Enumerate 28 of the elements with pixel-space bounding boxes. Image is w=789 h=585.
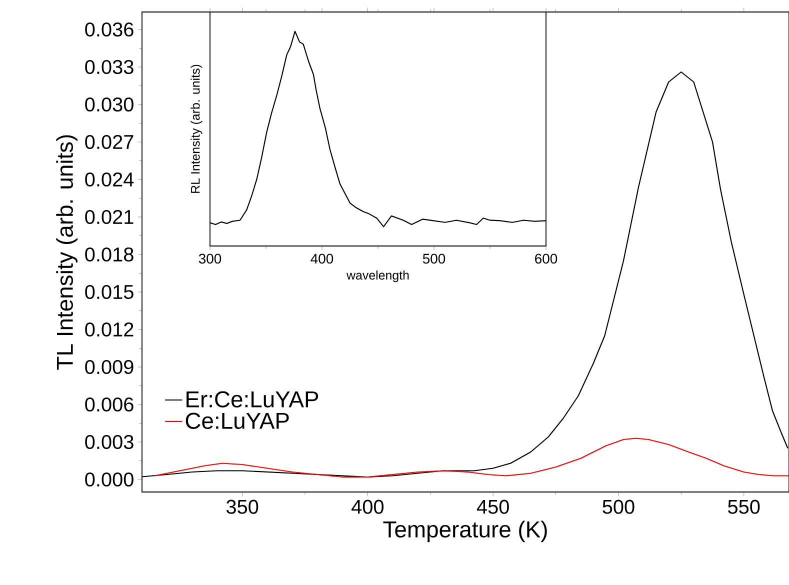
x-axis-title: wavelength xyxy=(346,270,409,282)
y-axis-title: TL Intensity (arb. units) xyxy=(56,135,78,370)
legend-label: Ce:LuYAP xyxy=(186,412,289,429)
x-tick-label: 500 xyxy=(602,500,634,514)
x-tick-label: 350 xyxy=(226,500,258,514)
x-axis-title: Temperature (K) xyxy=(383,520,547,542)
y-tick-label: 0.009 xyxy=(85,360,134,374)
y-tick-label: 0.033 xyxy=(85,60,134,74)
x-tick-label: 450 xyxy=(476,500,509,514)
x-tick-label: 400 xyxy=(352,500,384,514)
y-tick-label: 0.006 xyxy=(85,397,134,412)
y-tick-label: 0.015 xyxy=(85,284,134,300)
legend-label: Er:Ce:LuYAP xyxy=(186,391,318,408)
x-tick-label: 300 xyxy=(198,254,222,264)
x-tick-label: 400 xyxy=(310,254,334,264)
y-tick-label: 0.030 xyxy=(85,97,134,112)
y-tick-label: 0.000 xyxy=(85,472,134,487)
y-axis-title: RL Intensity (arb. units) xyxy=(190,64,202,193)
y-tick-label: 0.012 xyxy=(85,322,134,337)
x-tick-label: 550 xyxy=(728,500,760,514)
x-tick-label: 500 xyxy=(422,254,446,264)
y-tick-label: 0.003 xyxy=(85,434,134,450)
x-tick-label: 600 xyxy=(535,254,558,264)
y-tick-label: 0.027 xyxy=(85,134,134,150)
y-tick-label: 0.024 xyxy=(85,172,134,187)
y-tick-label: 0.036 xyxy=(85,22,134,37)
y-tick-label: 0.021 xyxy=(85,210,134,224)
y-tick-label: 0.018 xyxy=(85,247,134,262)
